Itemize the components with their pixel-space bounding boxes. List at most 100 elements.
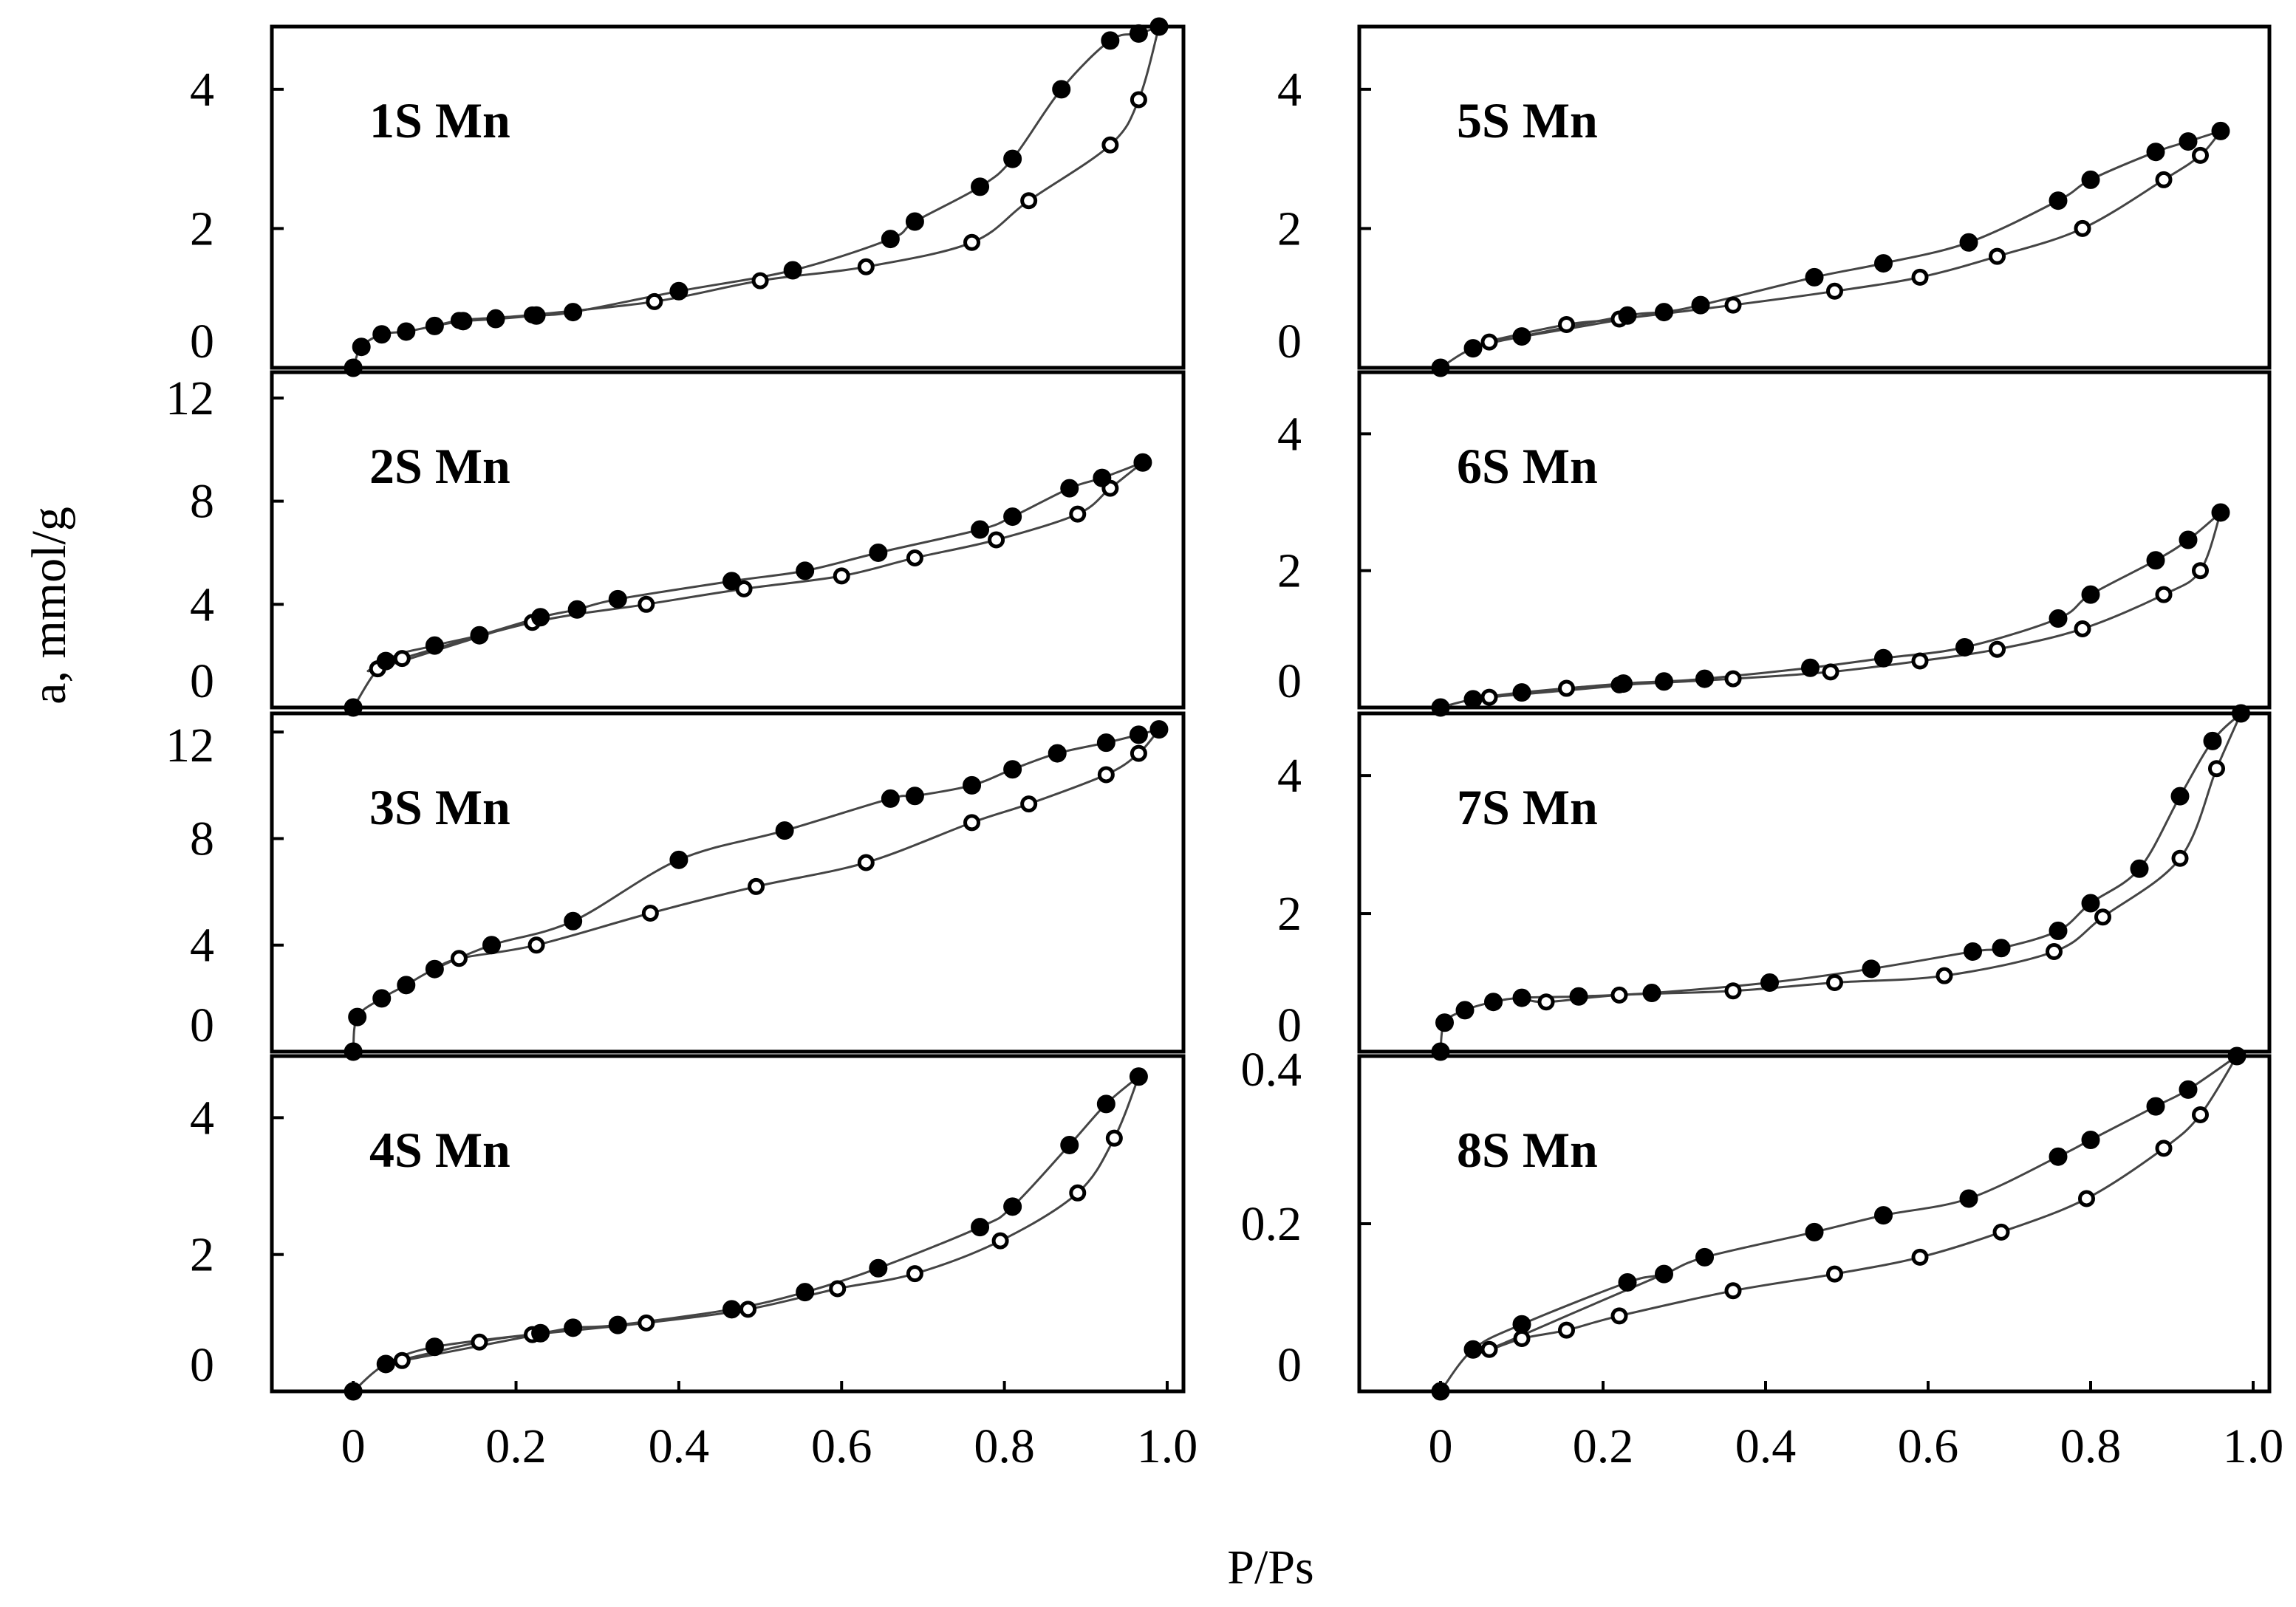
desorption-point xyxy=(829,1280,847,1298)
desorption-curve xyxy=(434,26,1161,327)
y-tick-label: 2 xyxy=(1277,887,1302,941)
adsorption-point xyxy=(425,959,444,979)
desorption-point xyxy=(2171,849,2189,867)
adsorption-point xyxy=(527,306,546,325)
panels: 1S Mn 0 2 4 2S Mn 0 4 8 12 3S Mn 0 4 8 12 4S Mn 0 2 4 0 0.2… xyxy=(165,17,2284,1473)
desorption-point xyxy=(1558,1321,1575,1339)
panel-frame xyxy=(1357,370,2272,710)
desorption-point xyxy=(1724,296,1742,314)
y-tick-label: 0.4 xyxy=(1241,1043,1302,1097)
desorption-point xyxy=(1610,986,1628,1004)
adsorption-point xyxy=(881,789,900,808)
adsorption-point xyxy=(372,325,392,344)
y-tick-label: 0 xyxy=(1277,998,1302,1052)
desorption-point xyxy=(2094,908,2111,926)
adsorption-point xyxy=(1463,690,1483,709)
adsorption-point xyxy=(2232,704,2250,723)
y-tick-label: 0 xyxy=(190,654,214,708)
adsorption-point xyxy=(486,309,505,329)
desorption-point xyxy=(1480,1340,1498,1358)
desorption-point xyxy=(1911,268,1929,286)
desorption-curve xyxy=(1486,130,2222,343)
desorption-point xyxy=(1826,1265,1843,1283)
adsorption-point xyxy=(1695,1247,1714,1267)
adsorption-point xyxy=(1512,327,1531,346)
adsorption-point xyxy=(564,1318,583,1337)
panel-title: 5S Mn xyxy=(1457,92,1598,148)
adsorption-point xyxy=(963,775,982,795)
adsorption-point xyxy=(2081,894,2100,913)
adsorption-point xyxy=(1129,1067,1148,1086)
adsorption-point xyxy=(2049,191,2068,210)
panel-4: 4S Mn 0 2 4 0 0.2 0.4 0.6 0.8 1.0 xyxy=(190,1054,1197,1473)
desorption-point xyxy=(1724,670,1742,688)
adsorption-point xyxy=(531,1323,550,1343)
x-tick-label: 0.2 xyxy=(1573,1419,1634,1473)
desorption-point xyxy=(1822,663,1839,681)
y-tick-label: 4 xyxy=(190,578,214,631)
panel-title: 6S Mn xyxy=(1457,438,1598,494)
adsorption-point xyxy=(1959,233,1978,252)
adsorption-point xyxy=(1569,987,1588,1006)
adsorption-point xyxy=(1093,468,1112,487)
adsorption-point xyxy=(2211,503,2230,522)
desorption-point xyxy=(751,272,769,289)
desorption-point xyxy=(833,567,850,585)
y-axis-title: a, mmol/g xyxy=(22,507,76,705)
desorption-point xyxy=(857,258,875,275)
desorption-point xyxy=(641,904,659,922)
panel-frame xyxy=(270,24,1186,370)
x-tick-label: 0.4 xyxy=(649,1419,710,1473)
panel-frame xyxy=(1357,711,2272,1054)
adsorption-point xyxy=(1695,669,1714,688)
adsorption-point xyxy=(344,1382,363,1401)
adsorption-point xyxy=(2146,143,2165,162)
desorption-point xyxy=(393,650,411,668)
desorption-point xyxy=(963,814,981,832)
x-tick-label: 1.0 xyxy=(2223,1419,2284,1473)
y-tick-label: 12 xyxy=(165,719,214,772)
adsorption-point xyxy=(397,976,416,995)
desorption-point xyxy=(735,580,753,597)
y-tick-label: 4 xyxy=(1277,749,1302,803)
desorption-point xyxy=(2155,586,2173,603)
desorption-point xyxy=(1020,192,1038,210)
adsorption-curve xyxy=(1440,129,2221,369)
adsorption-point xyxy=(1003,1197,1022,1216)
adsorption-point xyxy=(796,561,815,580)
adsorption-point xyxy=(376,1354,395,1374)
adsorption-point xyxy=(1655,1264,1673,1284)
desorption-point xyxy=(906,549,923,566)
desorption-point xyxy=(1101,136,1119,154)
adsorption-point xyxy=(1129,725,1148,744)
x-tick-label: 0 xyxy=(1429,1419,1453,1473)
adsorption-point xyxy=(564,303,583,322)
desorption-point xyxy=(963,233,981,251)
adsorption-point xyxy=(1463,339,1483,358)
y-tick-label: 4 xyxy=(190,1091,214,1145)
adsorption-point xyxy=(348,1007,367,1027)
adsorption-curve xyxy=(1439,1055,2238,1392)
adsorption-point xyxy=(1060,1135,1079,1154)
panel-frame xyxy=(270,370,1186,710)
y-tick-label: 12 xyxy=(165,371,214,425)
y-tick-label: 0 xyxy=(190,315,214,369)
desorption-point xyxy=(1911,652,1929,670)
desorption-point xyxy=(2074,219,2091,237)
panel-title: 3S Mn xyxy=(369,779,510,835)
adsorption-point xyxy=(1862,959,1881,979)
desorption-point xyxy=(1130,744,1147,762)
desorption-point xyxy=(2208,760,2225,778)
x-tick-label: 0.2 xyxy=(485,1419,547,1473)
y-tick-label: 8 xyxy=(190,812,214,866)
adsorption-point xyxy=(1801,658,1820,677)
desorption-point xyxy=(2192,562,2209,580)
panel-6: 6S Mn 0 2 4 xyxy=(1277,370,2272,717)
adsorption-point xyxy=(1512,683,1531,702)
adsorption-point xyxy=(971,520,990,539)
desorption-point xyxy=(638,1314,655,1332)
panel-1: 1S Mn 0 2 4 xyxy=(190,17,1186,377)
adsorption-point xyxy=(1512,988,1531,1007)
y-tick-label: 0 xyxy=(190,998,214,1052)
